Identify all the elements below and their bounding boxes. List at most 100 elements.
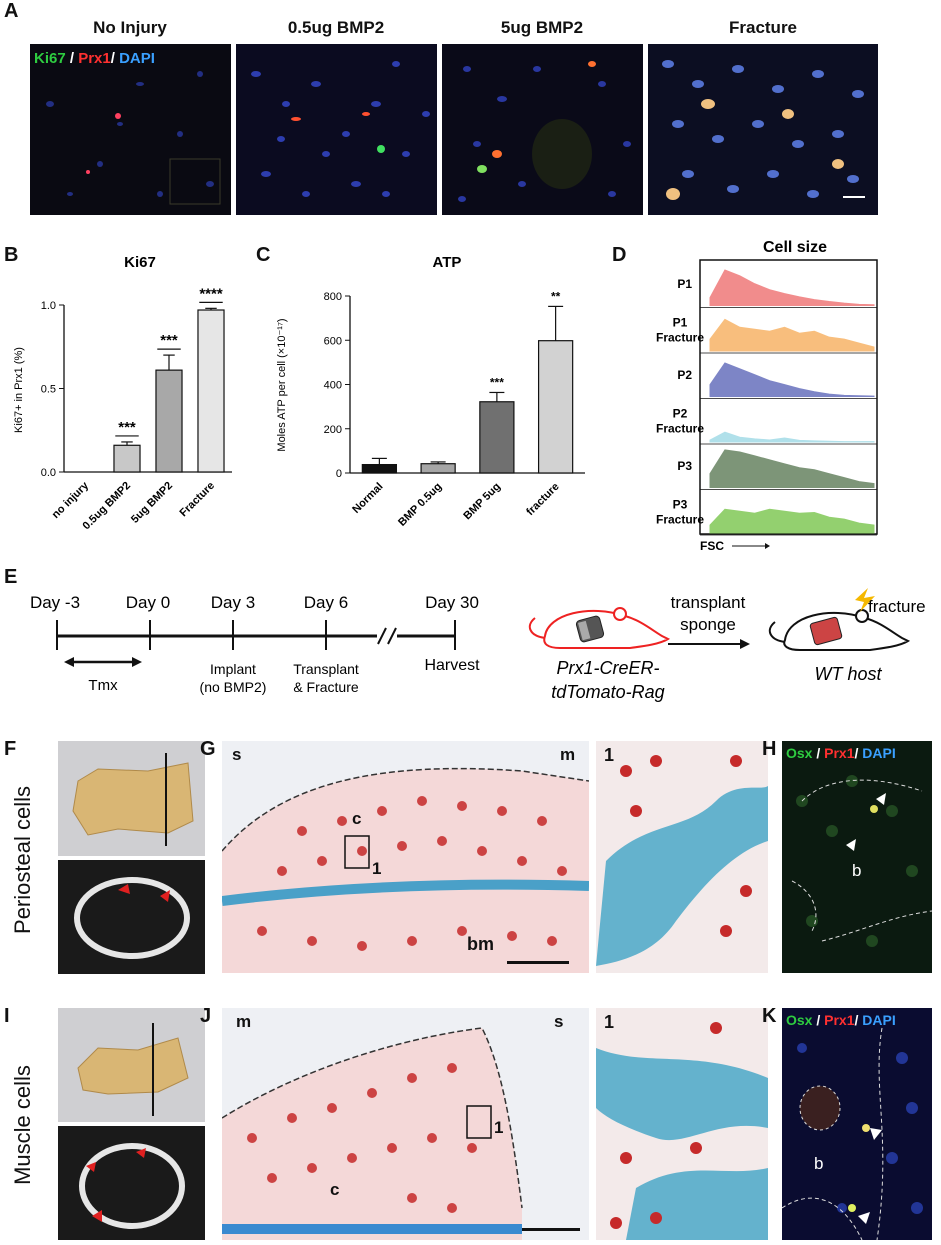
side-label-text: Periosteal cells [10, 786, 35, 934]
bone-cross-section [74, 877, 190, 959]
inset-texture [596, 1008, 768, 1240]
label-bm: bm [467, 934, 494, 954]
label-m: m [236, 1012, 252, 1031]
stain-ki67: Ki67 [34, 50, 66, 67]
chart-cell-size: Cell size P1P1FractureP2P2FractureP3P3Fr… [656, 239, 878, 553]
histology-g: s m c 1 bm [222, 741, 589, 973]
histogram-5 [709, 449, 875, 488]
series-label: Fracture [656, 330, 704, 344]
label-c: c [352, 809, 362, 828]
day-label-2: Day 0 [126, 593, 170, 612]
microct-section-i [58, 1126, 205, 1240]
event-no-bmp2: (no BMP2) [200, 679, 267, 695]
label-inset-1: 1 [372, 859, 382, 878]
day-label-4: Day 6 [304, 593, 348, 612]
series-label: P3 [673, 497, 688, 511]
tmx-arrowhead-right [132, 657, 142, 667]
label-inset-1: 1 [494, 1118, 504, 1137]
histology-texture [222, 1027, 580, 1240]
histogram-6 [709, 508, 875, 534]
y-axis-label: Ki67+ in Prx1 (%) [13, 347, 25, 433]
day-label-1: Day -3 [30, 593, 80, 612]
significance-label: *** [160, 332, 178, 349]
x-axis-arrowhead [765, 543, 770, 549]
stain-prx1: Prx1 [824, 745, 855, 761]
axis-break-1 [377, 627, 387, 645]
stain-osx: Osx [786, 745, 813, 761]
x-tick-label: no injury [50, 479, 92, 521]
label-c: c [330, 1180, 340, 1199]
chart-ki67: Ki67 Ki67+ in Prx1 (%) 0.0 0.5 1.0 no injur… [13, 254, 232, 532]
axis-break-2 [387, 627, 397, 645]
donor-mouse-line1: Prx1-CreER- [556, 658, 659, 678]
stain-prx1: Prx1 [824, 1012, 855, 1028]
stain-dapi: DAPI [119, 50, 155, 67]
stain-osx: Osx [786, 1012, 813, 1028]
host-label: WT host [814, 664, 882, 684]
y-tick-label: 600 [324, 335, 342, 347]
stain-sep-1: / [65, 50, 79, 67]
day-label-3: Day 3 [211, 593, 255, 612]
panel-label-a: A [4, 0, 19, 22]
transplant-arrowhead [740, 639, 750, 649]
histology-j: m s c 1 [222, 1008, 589, 1240]
panel-label-j: J [200, 1005, 212, 1027]
bar [537, 340, 574, 474]
x-tick-label: BMP 5ug [461, 481, 503, 523]
x-tick-label: Normal [350, 481, 385, 516]
day-label-5: Day 30 [425, 593, 479, 612]
y-tick-label: 0.5 [41, 384, 56, 396]
label-s: s [232, 745, 242, 764]
stain-sep-1: / [812, 1012, 825, 1028]
series-label: P2 [673, 406, 688, 420]
panel-label-d: D [612, 244, 627, 266]
bone-cross-section [79, 1143, 185, 1229]
y-tick-label: 0.0 [41, 467, 56, 479]
series-label: P3 [677, 459, 692, 473]
panel-label-b: B [4, 244, 19, 266]
series-label: P1 [673, 315, 688, 329]
label-b: b [814, 1154, 824, 1173]
side-label-text: Muscle cells [10, 1065, 35, 1185]
y-tick-label: 200 [324, 424, 342, 436]
stain-legend-h: Osx / Prx1/ DAPI [786, 745, 896, 761]
bar [155, 369, 183, 473]
event-harvest: Harvest [424, 657, 480, 674]
chart-title: Ki67 [124, 254, 156, 271]
microct-3d-render-f [58, 741, 205, 856]
panel-label-i: I [4, 1005, 10, 1027]
significance-label: *** [490, 375, 504, 389]
microct-3d-render-i [58, 1008, 205, 1122]
bar [479, 401, 515, 474]
side-label-periosteal: Periosteal cells [8, 745, 38, 975]
y-tick-label: 0 [336, 468, 342, 480]
stain-dapi: DAPI [862, 1012, 896, 1028]
bone-3d-shape [77, 1023, 189, 1116]
event-transplant: Transplant [293, 661, 359, 677]
series-label: Fracture [656, 421, 704, 435]
label-s: s [554, 1012, 564, 1031]
immunofluorescence-h: Osx / Prx1/ DAPI b [782, 741, 932, 973]
stain-prx1: Prx1 [78, 50, 111, 67]
panel-a-title-2: 0.5ug BMP2 [287, 18, 385, 37]
event-tmx: Tmx [88, 677, 118, 694]
label-m: m [560, 745, 576, 764]
panel-a-title-4: Fracture [728, 18, 798, 37]
transplant-label-1: transplant [671, 593, 746, 612]
chart-title: ATP [433, 254, 462, 271]
significance-label: **** [199, 285, 223, 302]
significance-label: ** [551, 289, 561, 303]
y-axis-label: Moles ATP per cell (×10⁻¹⁷) [276, 318, 288, 451]
x-axis-label: FSC [700, 539, 724, 553]
y-tick-label: 1.0 [41, 300, 56, 312]
transplant-label-2: sponge [680, 615, 736, 634]
if-texture [782, 1027, 923, 1240]
fracture-label: fracture [868, 597, 926, 616]
bone-3d-shape [72, 753, 194, 846]
stain-sep-2: / [854, 1012, 863, 1028]
nuclei-pattern [46, 71, 221, 205]
panel-a-title-3: 5ug BMP2 [500, 18, 584, 37]
panel-a-title-1: No Injury [93, 18, 167, 37]
micrograph-5ug-bmp2 [442, 44, 643, 215]
bar [420, 463, 456, 474]
